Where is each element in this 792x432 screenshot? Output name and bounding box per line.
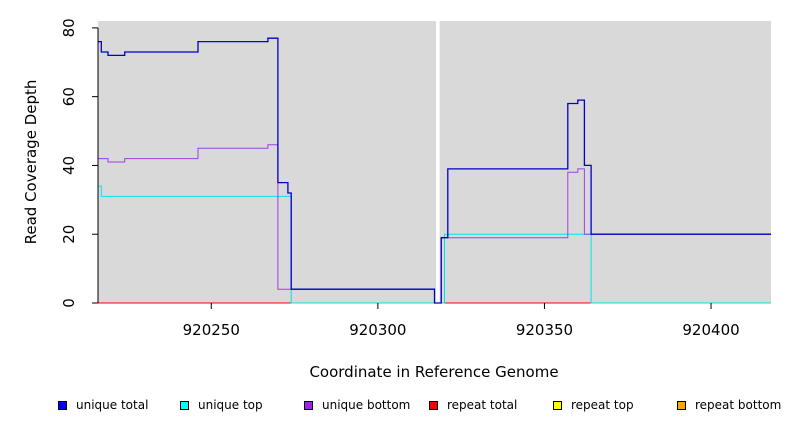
legend-swatch-unique-bottom	[304, 400, 313, 410]
legend-label: unique total	[76, 398, 149, 412]
plot-panel	[98, 21, 771, 303]
y-axis-label: Read Coverage Depth	[22, 80, 40, 245]
x-tick-label: 920400	[682, 321, 739, 339]
legend-item-repeat-top: repeat top	[553, 398, 634, 412]
legend-label: repeat top	[571, 398, 634, 412]
y-tick-label: 20	[60, 225, 78, 244]
legend-label: repeat bottom	[695, 398, 782, 412]
legend-swatch-repeat-total	[429, 400, 438, 410]
legend-item-repeat-bottom: repeat bottom	[677, 398, 781, 412]
x-axis-label: Coordinate in Reference Genome	[309, 363, 558, 381]
x-tick-label: 920300	[349, 321, 406, 339]
legend-swatch-repeat-top	[553, 400, 562, 410]
y-tick-label: 80	[60, 18, 78, 37]
legend: unique total unique top unique bottom re…	[0, 398, 792, 420]
legend-item-unique-top: unique top	[180, 398, 263, 412]
coverage-chart: 0 20 40 60 80 920250 920300 920350 920400 Coordi…	[22, 18, 771, 381]
legend-item-repeat-total: repeat total	[429, 398, 517, 412]
y-tick-label: 0	[60, 298, 78, 308]
legend-swatch-unique-top	[180, 400, 189, 410]
axes: 0 20 40 60 80 920250 920300 920350 920400	[60, 18, 740, 339]
plot-background-right	[439, 21, 771, 303]
legend-label: unique bottom	[322, 398, 411, 412]
legend-item-unique-total: unique total	[58, 398, 148, 412]
y-tick-label: 40	[60, 156, 78, 175]
legend-label: repeat total	[447, 398, 518, 412]
plot-background-left	[98, 21, 436, 303]
series-line-unique-total	[98, 37, 771, 304]
series-layer	[98, 37, 771, 304]
x-tick-label: 920250	[183, 321, 240, 339]
x-tick-label: 920350	[516, 321, 573, 339]
legend-swatch-unique-total	[58, 400, 67, 410]
legend-swatch-repeat-bottom	[677, 400, 686, 410]
y-tick-label: 60	[60, 87, 78, 106]
legend-label: unique top	[198, 398, 263, 412]
legend-item-unique-bottom: unique bottom	[304, 398, 410, 412]
